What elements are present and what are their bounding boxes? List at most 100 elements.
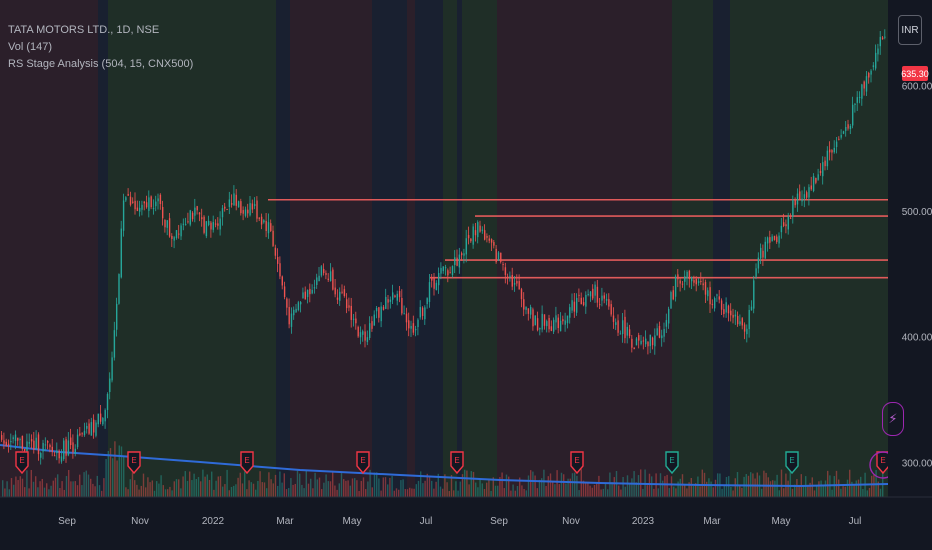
volume-bar	[142, 473, 145, 497]
candle-body	[824, 160, 826, 167]
volume-bar	[125, 487, 127, 497]
volume-bar	[686, 488, 688, 497]
candle-body	[631, 338, 633, 348]
earnings-icon[interactable]	[570, 451, 584, 475]
earnings-icon-glyph: E	[454, 456, 459, 465]
volume-bar	[459, 481, 461, 497]
volume-bar	[83, 472, 85, 497]
volume-bar	[508, 476, 510, 497]
candle-body	[3, 440, 5, 444]
volume-bar	[230, 486, 233, 497]
volume-bar	[607, 489, 609, 497]
volume-bar	[127, 489, 129, 497]
volume-bar	[98, 485, 101, 497]
volume-bar	[360, 480, 362, 497]
chart-legend: TATA MOTORS LTD., 1D, NSE Vol (147) RS S…	[8, 22, 193, 73]
volume-bar	[598, 475, 600, 497]
y-tick-label: 600.00	[902, 81, 932, 92]
volume-bar	[303, 488, 305, 497]
volume-bar	[855, 480, 857, 497]
earnings-icon[interactable]	[450, 451, 464, 475]
volume-bar	[822, 484, 824, 497]
volume-bar	[153, 490, 156, 497]
candle-body	[346, 299, 348, 309]
candle-body	[405, 313, 408, 323]
volume-bar	[609, 472, 611, 497]
volume-bar	[411, 488, 413, 497]
volume-bar	[233, 485, 235, 497]
earnings-icon[interactable]	[15, 451, 29, 475]
volume-bar	[61, 481, 63, 497]
candle-body	[875, 52, 877, 69]
candle-body	[580, 297, 582, 305]
rs-stage-indicator-label[interactable]: RS Stage Analysis (504, 15, CNX500)	[8, 58, 194, 70]
volume-bar	[136, 484, 138, 497]
earnings-icon[interactable]	[785, 451, 799, 475]
volume-bar	[439, 486, 442, 497]
volume-indicator-label[interactable]: Vol (147)	[8, 41, 53, 53]
candle-body	[435, 282, 438, 291]
currency-badge[interactable]: INR	[898, 15, 922, 45]
volume-bar	[26, 470, 28, 497]
earnings-icon[interactable]	[356, 451, 370, 475]
candle-body	[702, 283, 704, 286]
candle-body	[116, 303, 118, 330]
x-tick-label: May	[343, 516, 362, 527]
x-tick-label: Mar	[276, 516, 294, 527]
volume-bar	[362, 477, 365, 497]
candle-body	[674, 276, 677, 297]
volume-bar	[8, 489, 10, 497]
candle-body	[171, 235, 173, 239]
candle-body	[125, 197, 127, 201]
earnings-icon[interactable]	[665, 451, 679, 475]
candle-body	[58, 450, 60, 459]
y-tick-label: 500.00	[902, 207, 932, 218]
candle-body	[451, 266, 454, 276]
candle-body	[585, 294, 587, 307]
volume-bar	[552, 482, 554, 497]
candle-body	[546, 321, 548, 327]
candle-body	[764, 241, 766, 259]
volume-bar	[30, 469, 32, 497]
volume-bar	[470, 471, 472, 497]
candle-body	[633, 347, 635, 350]
candle-body	[440, 267, 442, 274]
candle-body	[35, 437, 37, 450]
volume-bar	[626, 475, 629, 497]
candle-body	[688, 270, 691, 280]
candle-body	[750, 306, 753, 311]
candle-body	[102, 418, 104, 425]
volume-bar	[483, 488, 486, 497]
candle-body	[640, 340, 642, 344]
earnings-icon[interactable]	[240, 451, 254, 475]
symbol-title[interactable]: TATA MOTORS LTD., 1D, NSE	[8, 24, 160, 36]
lightning-icon[interactable]: ⚡	[882, 402, 904, 436]
volume-bar	[574, 472, 576, 497]
earnings-icon[interactable]	[127, 451, 141, 475]
volume-bar	[193, 473, 195, 497]
volume-bar	[846, 479, 849, 497]
candle-body	[739, 321, 741, 325]
candle-body	[617, 320, 619, 333]
volume-bar	[853, 485, 855, 497]
candle-body	[231, 203, 233, 205]
volume-bar	[453, 490, 455, 497]
volume-bar	[395, 488, 398, 497]
volume-bar	[261, 482, 263, 497]
volume-bar	[798, 484, 800, 497]
candle-body	[691, 276, 693, 282]
candle-body	[185, 224, 187, 226]
candle-body	[33, 440, 35, 450]
volume-bar	[57, 474, 59, 497]
candle-body	[854, 103, 856, 105]
stage-band-bear	[407, 0, 415, 497]
volume-bar	[347, 480, 349, 497]
candle-body	[490, 239, 493, 243]
candle-body	[343, 289, 346, 297]
candle-body	[148, 197, 150, 211]
volume-bar	[565, 483, 567, 497]
volume-bar	[204, 476, 206, 497]
volume-bar	[415, 484, 417, 497]
volume-bar	[578, 490, 580, 497]
